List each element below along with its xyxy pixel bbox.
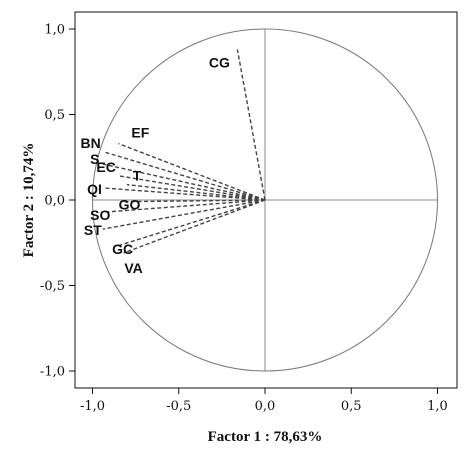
vector-bn: [104, 151, 266, 201]
vector-ef: [118, 142, 266, 201]
vector-go: [123, 199, 266, 203]
y-tick-label: 0,5: [44, 108, 65, 123]
y-tick-label: 1,0: [44, 23, 65, 38]
x-tick-label: 0,0: [255, 399, 276, 414]
vector-va: [123, 199, 266, 254]
variable-label-ec: EC: [96, 159, 115, 175]
y-tick-label: 0,0: [44, 194, 65, 209]
vector-s: [102, 163, 266, 201]
x-tick-label: 1,0: [427, 399, 448, 414]
variable-label-cg: CG: [209, 55, 230, 71]
vector-ec: [119, 175, 266, 201]
x-axis-title: Factor 1 : 78,63%: [208, 429, 323, 445]
vector-t: [126, 183, 266, 201]
x-tick-label: 0,5: [341, 399, 362, 414]
variable-label-qi: QI: [87, 181, 102, 197]
y-tick-label: -1,0: [40, 365, 65, 380]
variable-label-ef: EF: [131, 125, 149, 141]
vector-st: [102, 199, 266, 230]
vector-so: [106, 199, 266, 213]
variable-label-so: SO: [90, 207, 110, 223]
vector-cg: [236, 49, 266, 201]
y-tick-label: -0,5: [40, 279, 65, 294]
variable-label-t: T: [133, 168, 142, 184]
variable-label-go: GO: [119, 197, 141, 213]
vector-qi: [104, 187, 266, 201]
variable-label-st: ST: [84, 222, 102, 238]
variable-label-gc: GC: [112, 241, 133, 257]
variable-label-bn: BN: [80, 135, 100, 151]
x-tick-label: -0,5: [166, 399, 191, 414]
y-axis-title: Factor 2 : 10,74%: [21, 143, 37, 258]
x-tick-label: -1,0: [80, 399, 105, 414]
variable-label-va: VA: [124, 260, 142, 276]
variable-label-s: S: [90, 151, 99, 167]
